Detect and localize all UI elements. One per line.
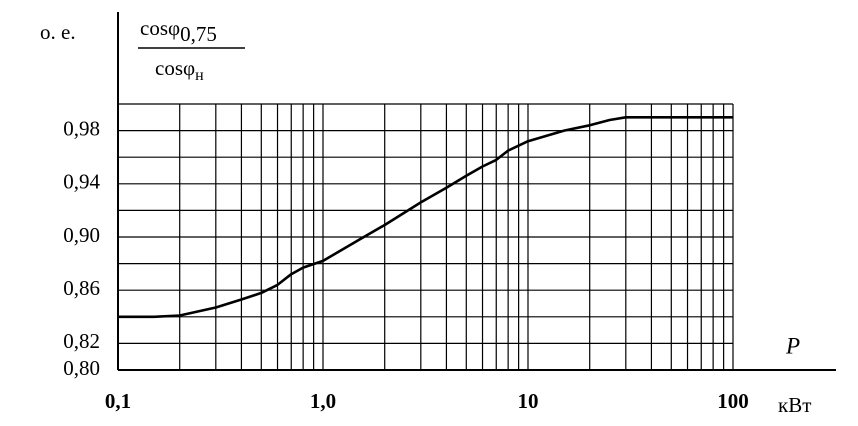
y-tick-label: 0,82: [63, 329, 100, 353]
y-label-numerator: cosφ0,75: [140, 16, 217, 46]
y-tick-label: 0,80: [63, 356, 100, 380]
y-label-num-sub: 0,75: [180, 22, 217, 46]
y-tick-label: 0,86: [63, 276, 100, 300]
y-tick-label: 0,98: [63, 116, 100, 140]
x-tick-label: 100: [717, 389, 749, 413]
y-label-den-text: cosφ: [155, 56, 195, 80]
x-tick-label: 1,0: [310, 389, 336, 413]
y-unit: о. е.: [40, 20, 76, 44]
y-tick-label: 0,90: [63, 223, 100, 247]
y-label-denominator: cosφн: [155, 56, 204, 84]
curve: [118, 116, 733, 319]
x-label: P: [785, 333, 800, 358]
y-label-den-sub: н: [195, 67, 204, 84]
x-tick-label: 10: [518, 389, 539, 413]
x-unit: кВт: [778, 393, 811, 417]
y-label-num-text: cosφ: [140, 16, 180, 40]
y-tick-label: 0,94: [63, 170, 100, 194]
x-tick-label: 0,1: [105, 389, 131, 413]
